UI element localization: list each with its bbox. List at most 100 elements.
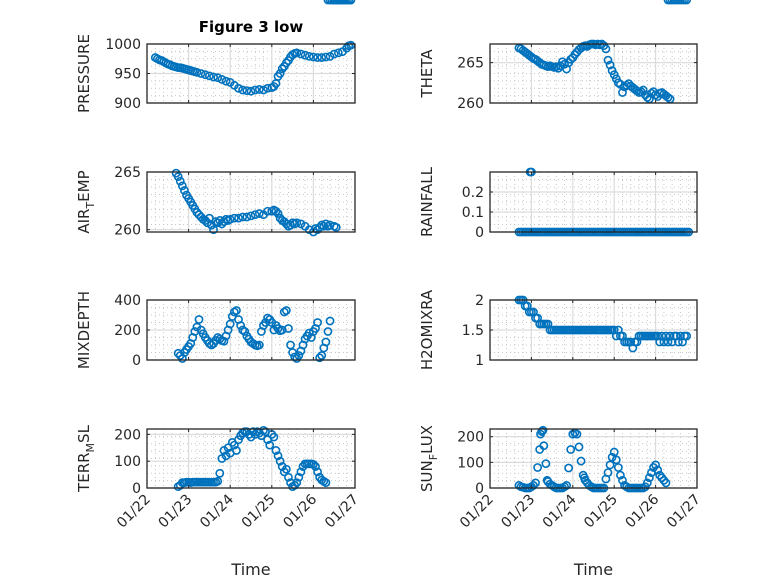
data-point <box>286 340 295 350</box>
y-axis-label: SUNFLUX <box>418 425 440 492</box>
data-point <box>558 57 567 67</box>
data-point <box>177 181 187 191</box>
y-label-subscript: F <box>427 454 440 460</box>
data-point <box>346 0 356 5</box>
data-point <box>296 49 306 59</box>
data-point <box>242 86 252 96</box>
data-point <box>292 218 302 228</box>
y-axis-label: TERRMSL <box>75 424 97 493</box>
y-tick-label: 200 <box>114 323 141 339</box>
data-point <box>682 331 692 341</box>
data-point <box>271 206 281 216</box>
data-point <box>209 72 218 82</box>
y-label-part: SUN <box>418 460 436 492</box>
y-tick-label: 950 <box>114 67 141 83</box>
data-point <box>250 85 260 95</box>
data-point <box>180 186 189 195</box>
data-point <box>321 52 331 62</box>
data-point <box>632 86 642 96</box>
data-point <box>317 351 327 360</box>
data-point <box>331 222 341 232</box>
x-tick-label: 01/23 <box>498 492 538 532</box>
data-point <box>566 445 576 454</box>
data-point <box>313 53 322 62</box>
data-point <box>613 78 623 88</box>
subplot-air_temp: 260 265 AIRTEMP <box>75 165 356 239</box>
data-point <box>296 467 306 477</box>
x-tick-label: 01/26 <box>623 491 663 531</box>
y-label-part: LUX <box>418 425 436 454</box>
data-point <box>238 212 248 222</box>
data-point <box>250 210 260 220</box>
data-point <box>254 209 264 218</box>
data-point <box>240 327 250 336</box>
data-point <box>229 307 239 317</box>
data-point <box>538 425 548 435</box>
data-point <box>263 206 273 216</box>
data-point <box>284 472 293 482</box>
data-point <box>213 218 223 228</box>
data-point <box>609 447 619 457</box>
y-label-part: EMP <box>75 170 93 201</box>
data-point <box>574 442 584 452</box>
y-tick-label: 2 <box>475 293 484 309</box>
plot-area <box>490 172 697 232</box>
data-point <box>531 478 540 488</box>
x-tick-label: 01/22 <box>114 492 154 532</box>
x-tick-label: 01/23 <box>156 492 196 532</box>
data-point <box>292 478 302 488</box>
subplot-h2omixra: 1 1.5 2 H2OMIXRA <box>418 289 698 370</box>
y-label-part: SL <box>75 424 93 443</box>
data-point <box>321 478 331 488</box>
data-point <box>572 429 582 439</box>
data-point <box>269 432 279 442</box>
y-tick-label: 200 <box>457 430 484 446</box>
data-point <box>308 459 318 469</box>
data-point <box>273 209 283 218</box>
data-point <box>315 353 325 363</box>
axes-box <box>146 171 356 233</box>
y-label-subscript: M <box>84 443 97 453</box>
y-tick-label: 0 <box>475 225 484 241</box>
data-point <box>229 440 239 450</box>
x-tick-label: 01/25 <box>581 492 621 532</box>
data-points <box>171 168 341 237</box>
data-point <box>254 85 264 94</box>
data-point <box>311 462 320 471</box>
y-tick-label: 0.1 <box>462 205 484 221</box>
data-point <box>304 51 314 61</box>
data-point <box>682 0 692 5</box>
data-point <box>273 451 283 461</box>
data-point <box>533 463 543 472</box>
data-point <box>246 211 256 221</box>
data-points <box>173 0 356 492</box>
data-point <box>238 325 248 335</box>
y-tick-label: 0 <box>475 481 484 497</box>
data-point <box>560 59 569 69</box>
data-point <box>281 58 291 68</box>
data-point <box>279 307 289 317</box>
axes-box <box>489 43 698 104</box>
data-point <box>294 472 304 482</box>
data-point <box>325 316 335 326</box>
data-point <box>642 478 652 488</box>
x-axis-label: Time <box>573 560 613 579</box>
x-tick-label: 01/27 <box>664 492 704 532</box>
data-point <box>603 468 613 478</box>
data-point <box>605 60 615 70</box>
data-point <box>317 53 327 62</box>
data-point <box>275 456 285 466</box>
data-point <box>281 306 291 315</box>
data-point <box>304 328 314 338</box>
data-point <box>217 75 227 84</box>
data-point <box>232 446 241 455</box>
y-tick-label: 200 <box>114 427 141 443</box>
y-axis-label: H2OMIXRA <box>418 289 436 370</box>
y-label-subscript: T <box>84 202 97 210</box>
data-point <box>273 324 283 333</box>
data-point <box>618 475 627 485</box>
data-point <box>576 456 586 466</box>
data-point <box>321 219 331 229</box>
y-tick-label: 265 <box>457 56 484 72</box>
